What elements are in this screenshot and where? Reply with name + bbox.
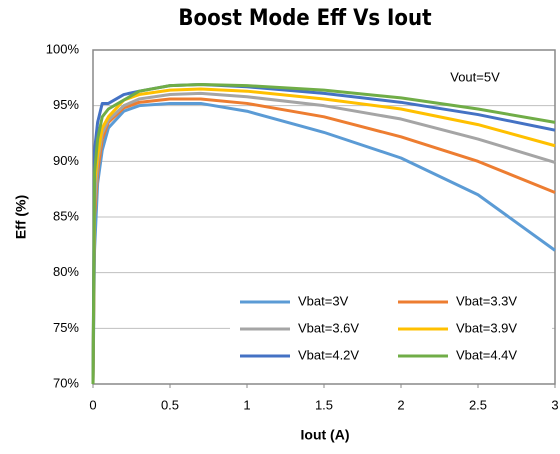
annotation: Vout=5V xyxy=(450,69,500,84)
legend-label: Vbat=3.6V xyxy=(298,320,359,335)
x-tick-label: 2.5 xyxy=(469,397,487,412)
y-tick-label: 75% xyxy=(53,320,79,335)
legend-label: Vbat=4.2V xyxy=(298,347,359,362)
x-tick-label: 3 xyxy=(551,397,558,412)
y-tick-label: 85% xyxy=(53,208,79,223)
x-tick-label: 0.5 xyxy=(161,397,179,412)
y-tick-label: 100% xyxy=(46,41,80,56)
legend-label: Vbat=3.9V xyxy=(456,320,517,335)
legend-label: Vbat=4.4V xyxy=(456,347,517,362)
legend-label: Vbat=3.3V xyxy=(456,293,517,308)
y-tick-label: 90% xyxy=(53,153,79,168)
y-tick-label: 95% xyxy=(53,97,79,112)
series-line xyxy=(91,87,556,385)
x-axis-title: Iout (A) xyxy=(301,427,350,443)
y-tick-label: 70% xyxy=(53,375,79,390)
y-axis-title: Eff (%) xyxy=(13,195,29,239)
x-tick-label: 0 xyxy=(89,397,96,412)
y-tick-label: 80% xyxy=(53,264,79,279)
x-tick-label: 2 xyxy=(397,397,404,412)
chart-title: Boost Mode Eff Vs Iout xyxy=(178,6,432,31)
legend-label: Vbat=3V xyxy=(298,293,349,308)
series-line xyxy=(91,83,556,385)
x-tick-label: 1 xyxy=(243,397,250,412)
x-tick-label: 1.5 xyxy=(315,397,333,412)
